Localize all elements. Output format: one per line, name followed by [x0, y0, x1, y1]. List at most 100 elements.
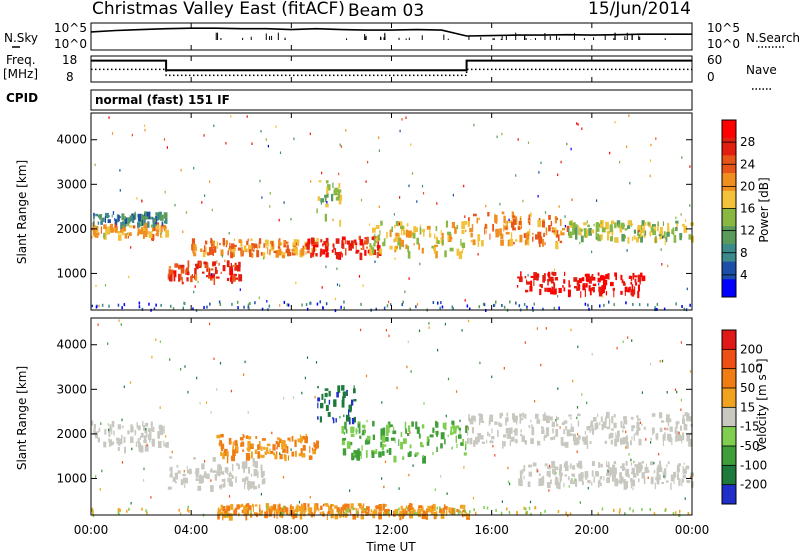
data-cell [611, 416, 614, 424]
scatter-cell [591, 250, 593, 254]
data-cell [539, 284, 542, 287]
scatter-cell [201, 201, 203, 204]
data-cell [688, 438, 692, 447]
data-cell [531, 429, 535, 436]
data-cell [606, 230, 611, 235]
data-cell [525, 238, 528, 244]
scatter-cell [393, 213, 395, 216]
scatter-cell [365, 180, 367, 183]
data-cell [226, 451, 229, 457]
data-cell [637, 290, 640, 299]
data-cell [339, 251, 342, 255]
scatter-cell [180, 169, 182, 172]
data-cell [263, 243, 265, 248]
data-cell [515, 239, 518, 242]
data-cell [122, 221, 125, 226]
data-cell [256, 245, 258, 250]
data-cell [381, 450, 385, 456]
data-cell [340, 508, 343, 514]
data-cell [213, 277, 216, 285]
data-cell [185, 269, 189, 275]
data-cell [569, 480, 574, 485]
data-cell [533, 281, 535, 286]
data-cell [563, 279, 566, 284]
data-cell [406, 429, 408, 434]
data-cell [544, 287, 547, 292]
y-tick-label: 1000 [56, 266, 87, 280]
scatter-cell [686, 287, 688, 291]
data-cell [638, 478, 640, 483]
data-cell [243, 505, 247, 513]
data-cell [117, 234, 122, 241]
scatter-cell [128, 275, 130, 279]
data-cell [455, 435, 457, 443]
data-cell [254, 504, 258, 507]
scatter-cell [269, 205, 271, 208]
data-cell [273, 504, 277, 510]
data-cell [505, 419, 507, 426]
data-cell [168, 266, 172, 269]
ground-cell [503, 305, 506, 309]
data-cell [357, 423, 361, 428]
scatter-cell [485, 204, 487, 208]
data-cell [360, 514, 365, 520]
data-cell [683, 468, 687, 474]
data-cell [325, 404, 329, 411]
data-cell [598, 462, 601, 468]
data-cell [222, 265, 226, 272]
data-cell [451, 222, 455, 229]
data-cell [198, 475, 203, 484]
scatter-cell [166, 146, 168, 149]
x-tick-label: 00:00 [74, 523, 109, 537]
ground-cell [632, 303, 634, 306]
data-cell [572, 465, 576, 470]
ground-cell [188, 509, 190, 513]
data-cell [577, 420, 580, 427]
data-cell [511, 211, 514, 219]
data-cell [269, 241, 273, 245]
data-cell [667, 461, 670, 465]
data-cell [467, 221, 470, 227]
scatter-cell [121, 461, 124, 464]
scatter-cell [171, 450, 173, 454]
data-cell [585, 283, 588, 288]
data-cell [349, 404, 352, 411]
data-cell [256, 250, 260, 258]
data-cell [225, 240, 228, 245]
data-cell [610, 281, 614, 287]
data-cell [623, 416, 627, 420]
data-cell [341, 253, 343, 258]
data-cell [159, 214, 164, 221]
ground-cell [340, 305, 342, 309]
scatter-cell [246, 115, 248, 118]
data-cell [683, 424, 688, 431]
data-cell [161, 426, 164, 431]
colorbar-swatch [722, 330, 736, 350]
data-cell [114, 227, 118, 233]
data-cell [278, 239, 280, 248]
data-cell [110, 227, 114, 233]
data-cell [310, 252, 312, 259]
ground-cell [675, 302, 677, 306]
data-cell [193, 252, 197, 257]
data-cell [478, 418, 481, 426]
scatter-cell [197, 280, 199, 284]
data-cell [243, 245, 247, 252]
scatter-cell [663, 475, 665, 478]
scatter-cell [467, 426, 469, 429]
data-cell [519, 234, 523, 243]
data-cell [647, 221, 650, 226]
data-cell [238, 261, 241, 268]
data-cell [565, 426, 568, 431]
ground-cell [118, 512, 120, 516]
scatter-cell [408, 184, 410, 188]
scatter-cell [120, 323, 122, 326]
data-cell [187, 271, 190, 276]
freq-series-line [91, 59, 692, 72]
data-cell [353, 399, 357, 402]
scatter-cell [614, 120, 616, 124]
data-cell [623, 479, 626, 485]
data-cell [541, 426, 544, 429]
data-cell [342, 391, 346, 398]
ground-cell [218, 300, 221, 304]
